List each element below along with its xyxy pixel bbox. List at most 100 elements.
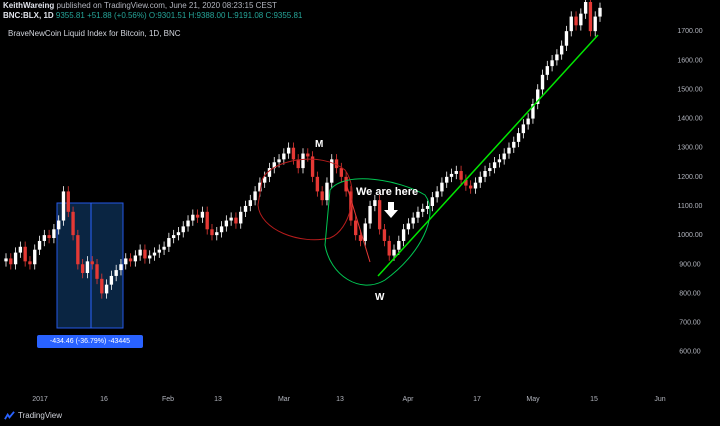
red-trend-segment[interactable] (344, 179, 371, 263)
candle-body[interactable] (354, 220, 358, 236)
candle-body[interactable] (200, 211, 205, 218)
candle-body[interactable] (512, 141, 516, 148)
candle-body[interactable] (80, 264, 85, 274)
candle-body[interactable] (488, 168, 492, 172)
candle-body[interactable] (167, 238, 171, 247)
candle-body[interactable] (478, 176, 482, 183)
candle-body[interactable] (272, 162, 276, 169)
candle-body[interactable] (430, 197, 435, 206)
candle-body[interactable] (71, 211, 75, 236)
candle-body[interactable] (234, 217, 238, 224)
candle-body[interactable] (133, 255, 138, 262)
candle-body[interactable] (296, 159, 300, 169)
candle-body[interactable] (550, 60, 554, 67)
candle-body[interactable] (358, 235, 363, 241)
candle-body[interactable] (449, 173, 454, 177)
candle-body[interactable] (114, 270, 118, 276)
candle-body[interactable] (215, 232, 219, 236)
candle-body[interactable] (464, 179, 468, 186)
candle-body[interactable] (171, 235, 176, 239)
candle-body[interactable] (195, 214, 200, 218)
candle-body[interactable] (545, 66, 549, 75)
candle-body[interactable] (138, 249, 142, 256)
candle-body[interactable] (598, 7, 602, 17)
candle-body[interactable] (258, 182, 262, 192)
candle-body[interactable] (95, 264, 99, 279)
candle-body[interactable] (555, 54, 559, 61)
candle-body[interactable] (224, 220, 229, 227)
candle-body[interactable] (574, 16, 578, 26)
candle-body[interactable] (411, 217, 415, 224)
candle-body[interactable] (282, 153, 286, 160)
candle-body[interactable] (325, 182, 329, 201)
candle-body[interactable] (531, 103, 535, 119)
candle-body[interactable] (440, 182, 444, 192)
candle-body[interactable] (320, 191, 324, 201)
candle-body[interactable] (497, 159, 502, 163)
candle-body[interactable] (9, 258, 13, 265)
candle-body[interactable] (564, 31, 569, 46)
candle-body[interactable] (148, 255, 152, 259)
candle-body[interactable] (468, 185, 473, 189)
candle-body[interactable] (536, 89, 540, 104)
candle-body[interactable] (330, 159, 334, 183)
candle-body[interactable] (267, 168, 272, 177)
candle-body[interactable] (521, 124, 526, 134)
candle-body[interactable] (66, 191, 70, 212)
candle-body[interactable] (435, 191, 439, 198)
symbol-label[interactable]: BNC:BLX, 1D (3, 11, 54, 20)
candle-body[interactable] (157, 249, 161, 253)
candle-body[interactable] (186, 220, 190, 227)
candle-body[interactable] (339, 168, 343, 177)
w-pattern-ellipse[interactable] (324, 178, 431, 286)
candle-body[interactable] (47, 235, 51, 239)
candle-body[interactable] (76, 235, 80, 265)
candle-body[interactable] (119, 264, 123, 271)
candle-body[interactable] (459, 171, 463, 180)
candle-body[interactable] (253, 191, 257, 201)
candle-body[interactable] (583, 2, 588, 14)
candle-body[interactable] (18, 246, 23, 253)
candle-body[interactable] (382, 229, 387, 241)
candle-body[interactable] (454, 171, 458, 174)
candle-body[interactable] (61, 191, 66, 221)
candle-body[interactable] (37, 240, 42, 250)
candle-body[interactable] (593, 16, 597, 32)
candle-body[interactable] (540, 74, 545, 90)
candle-body[interactable] (588, 2, 593, 32)
candle-body[interactable] (28, 261, 32, 265)
candle-body[interactable] (33, 249, 37, 265)
candle-body[interactable] (124, 258, 128, 265)
candle-body[interactable] (368, 205, 372, 224)
candle-body[interactable] (143, 249, 147, 259)
candle-body[interactable] (4, 258, 8, 262)
candle-body[interactable] (310, 156, 315, 177)
candle-body[interactable] (416, 211, 420, 218)
candle-body[interactable] (205, 211, 209, 230)
candle-body[interactable] (162, 246, 166, 250)
candle-body[interactable] (57, 220, 61, 230)
candle-body[interactable] (181, 226, 185, 233)
candle-body[interactable] (560, 45, 564, 55)
candle-body[interactable] (219, 226, 224, 233)
candle-body[interactable] (373, 200, 377, 206)
candle-body[interactable] (52, 229, 56, 239)
candle-body[interactable] (334, 159, 339, 169)
candle-body[interactable] (526, 118, 530, 125)
trend-line[interactable] (377, 34, 599, 277)
m-pattern-ellipse[interactable] (257, 158, 353, 241)
candle-body[interactable] (109, 275, 114, 285)
candle-body[interactable] (90, 261, 94, 265)
candle-body[interactable] (387, 240, 391, 256)
candle-body[interactable] (502, 153, 506, 160)
candle-body[interactable] (291, 147, 296, 160)
candle-body[interactable] (579, 13, 583, 26)
candle-body[interactable] (445, 176, 449, 183)
candle-body[interactable] (286, 147, 291, 154)
candle-body[interactable] (492, 162, 497, 169)
candle-body[interactable] (176, 232, 181, 236)
candle-body[interactable] (277, 159, 281, 163)
candle-body[interactable] (191, 214, 195, 221)
candle-body[interactable] (392, 249, 396, 256)
candle-body[interactable] (473, 182, 478, 189)
